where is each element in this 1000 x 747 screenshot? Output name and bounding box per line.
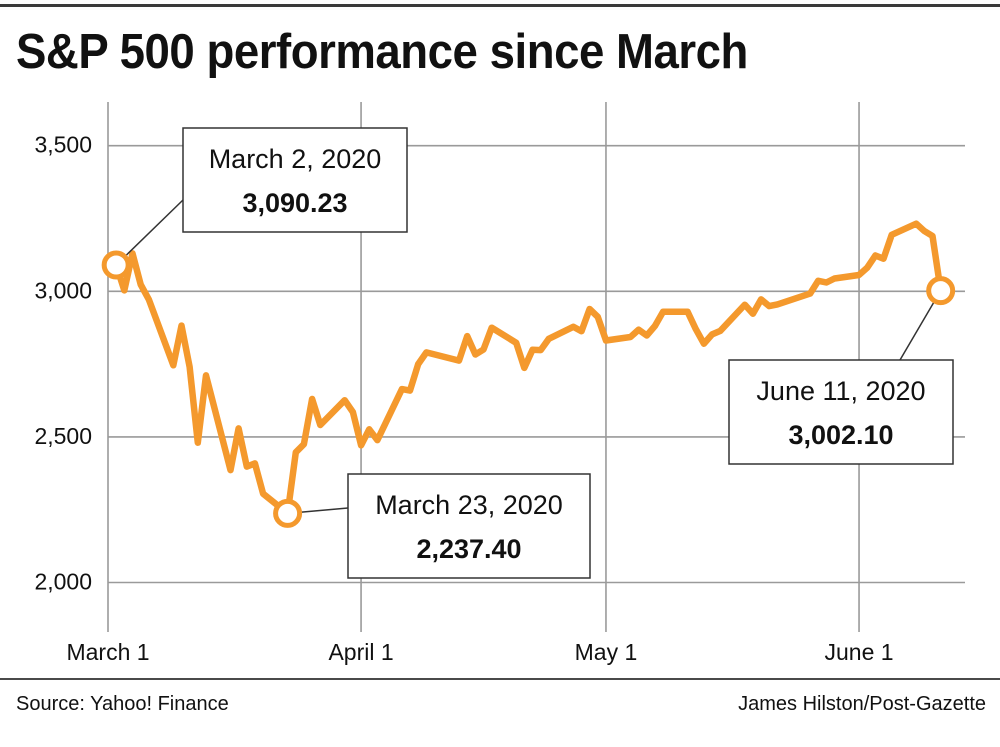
x-tick-label: April 1 [328, 639, 393, 665]
callout-value: 3,002.10 [788, 420, 893, 450]
source-note: Source: Yahoo! Finance [16, 693, 229, 715]
y-tick-label: 2,500 [34, 423, 92, 449]
callout-point-marker [101, 250, 131, 280]
callout-value: 3,090.23 [242, 188, 347, 218]
credit-line: James Hilston/Post-Gazette [738, 693, 986, 715]
top-rule [0, 4, 1000, 7]
callout-box [182, 127, 408, 233]
chart-title: S&P 500 performance since March [16, 25, 748, 79]
callout-date: June 11, 2020 [756, 376, 925, 406]
y-tick-label: 2,000 [34, 568, 92, 594]
x-tick-label: May 1 [575, 639, 638, 665]
callout-box [728, 359, 954, 465]
callout-date: March 2, 2020 [209, 144, 382, 174]
callout-point-marker [926, 276, 956, 306]
callout-leader [115, 199, 184, 266]
y-tick-label: 3,000 [34, 277, 92, 303]
y-tick-label: 3,500 [34, 132, 92, 158]
x-tick-label: March 1 [66, 639, 149, 665]
callout-box [347, 473, 591, 579]
callout-point-marker [273, 498, 303, 528]
x-tick-label: June 1 [825, 639, 894, 665]
series-line [112, 220, 944, 517]
bottom-rule [0, 678, 1000, 680]
callout-date: March 23, 2020 [375, 490, 563, 520]
callout-value: 2,237.40 [416, 534, 521, 564]
